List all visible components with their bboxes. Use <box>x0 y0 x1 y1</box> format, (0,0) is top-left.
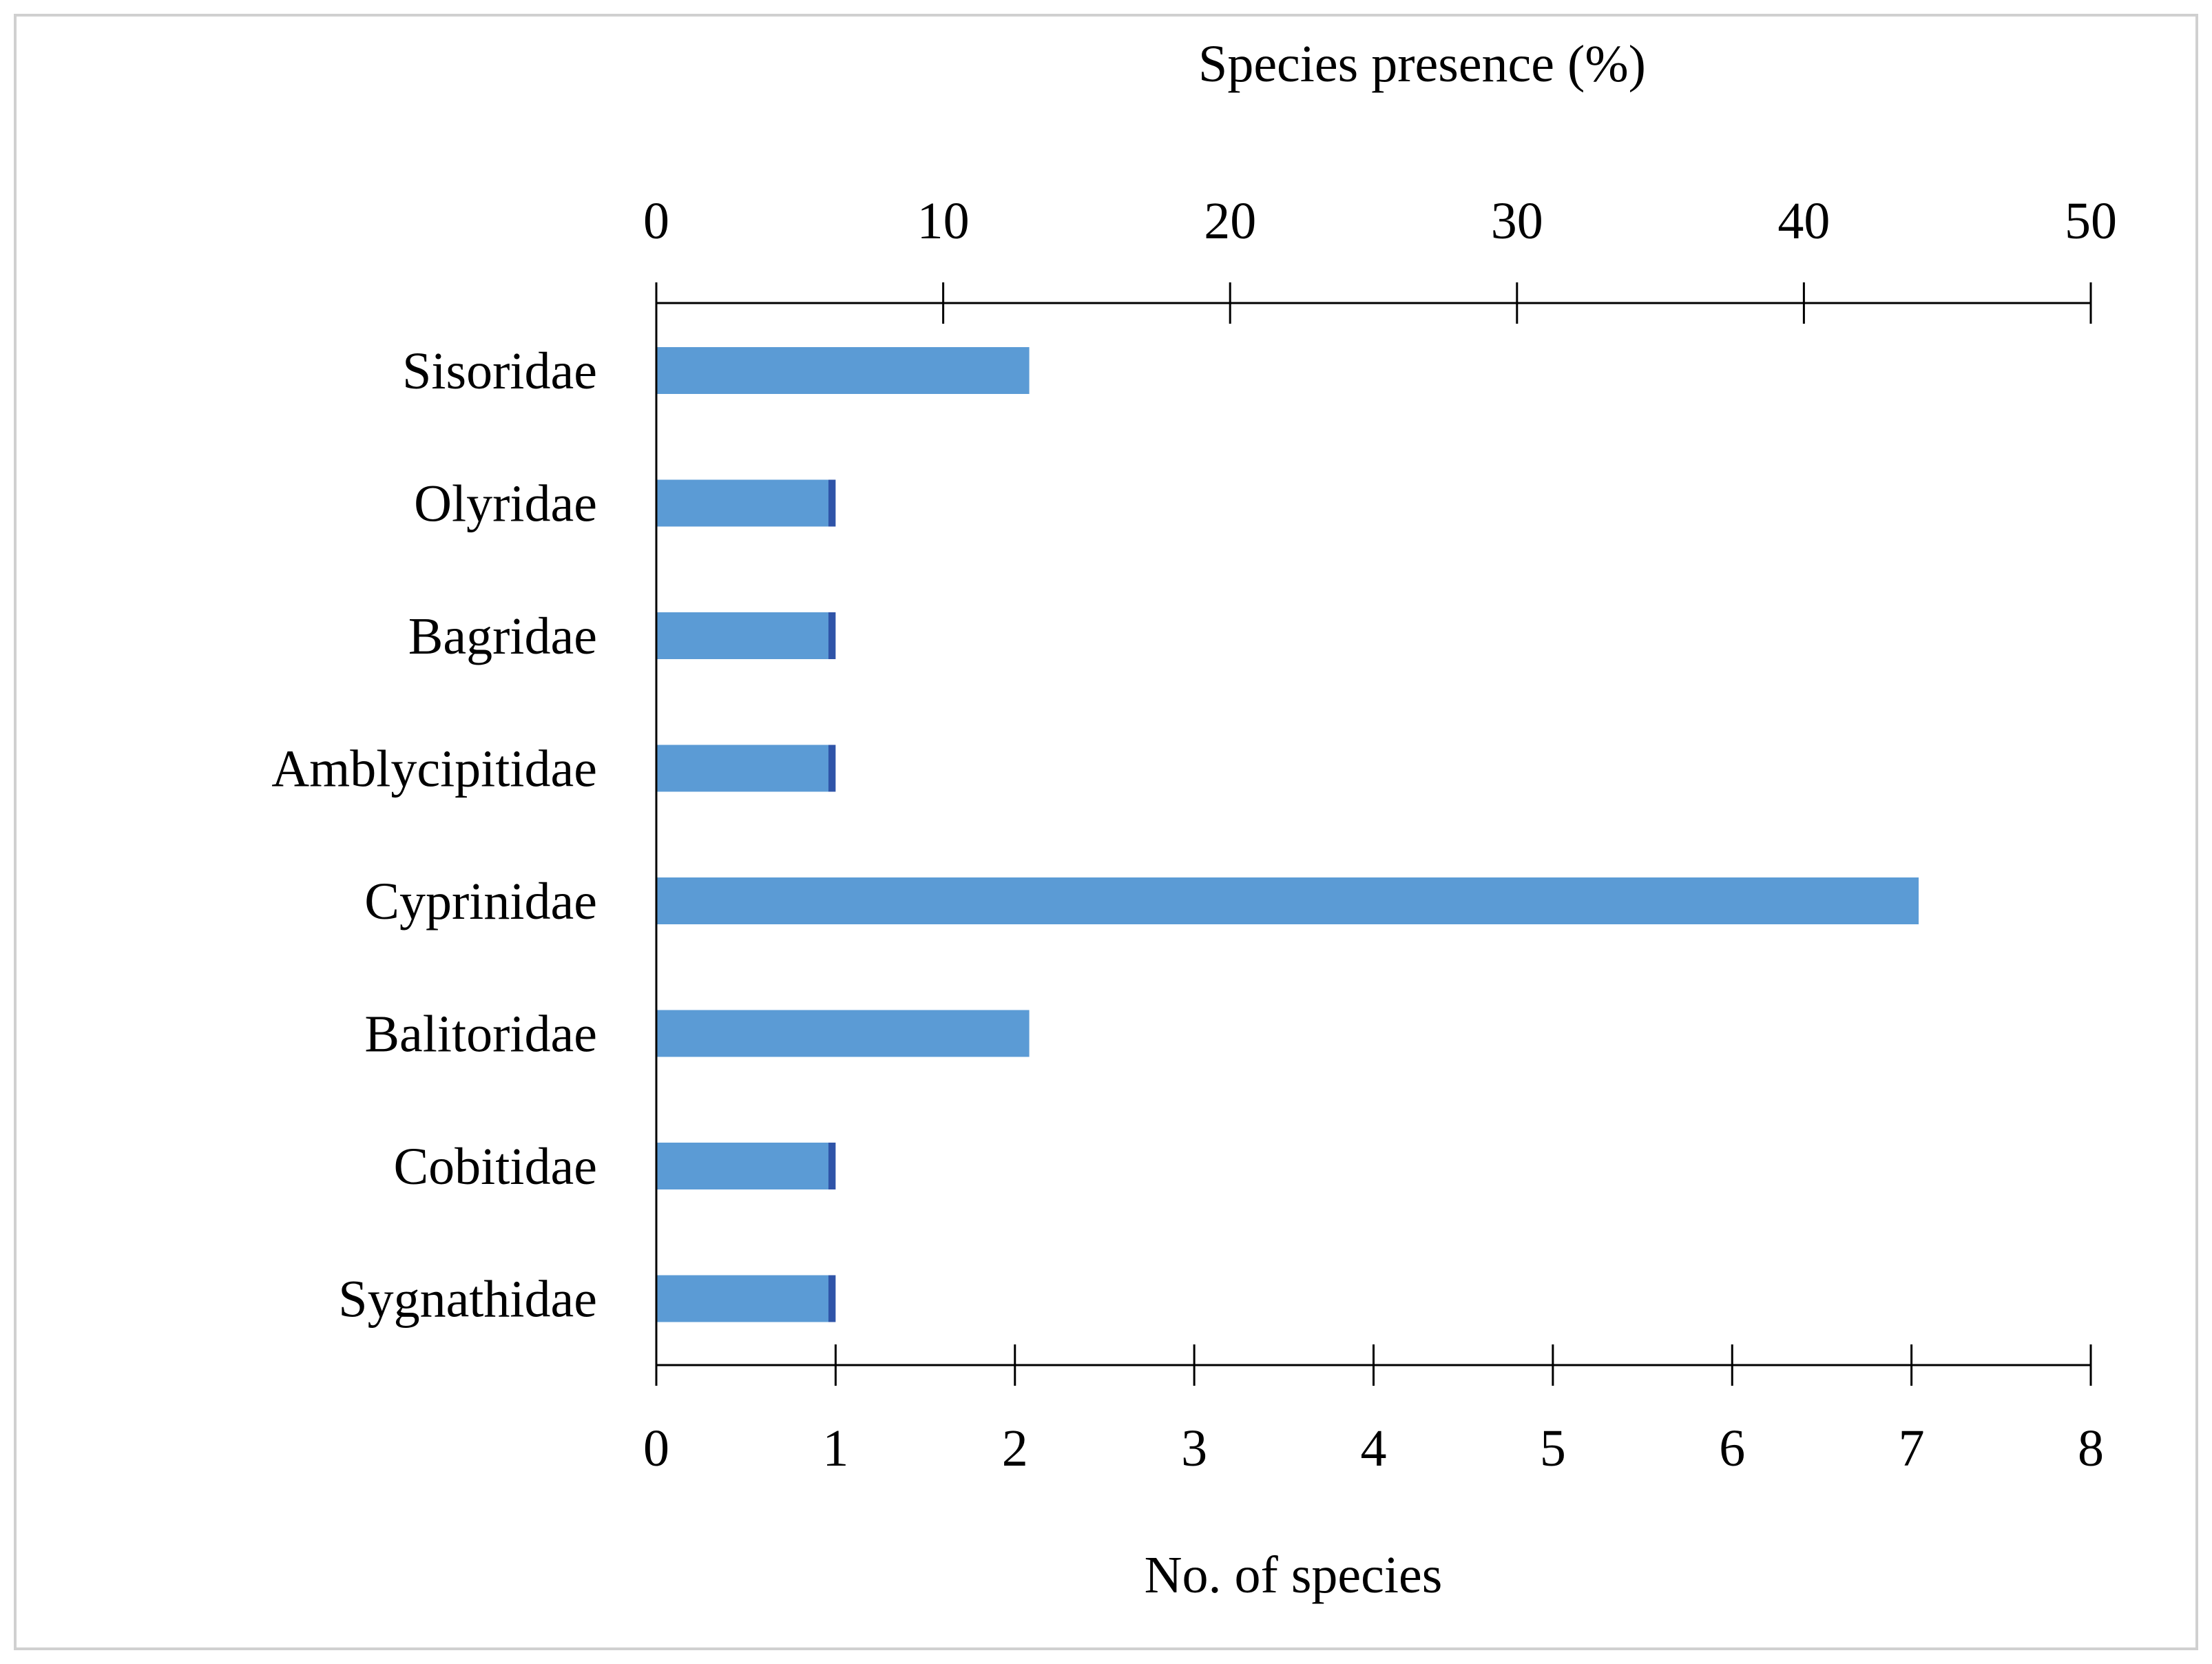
top-axis-tick-label-40: 40 <box>1777 192 1830 250</box>
bottom-axis-tick-label-1: 1 <box>822 1419 848 1477</box>
bottom-axis-tick-label-6: 6 <box>1719 1419 1745 1477</box>
category-label-cyprinidae: Cyprinidae <box>364 873 597 930</box>
category-label-balitoridae: Balitoridae <box>364 1006 597 1063</box>
bottom-axis-tick-label-8: 8 <box>2078 1419 2104 1477</box>
top-axis-tick-label-10: 10 <box>917 192 970 250</box>
chart-frame <box>14 14 2198 1650</box>
percent-bar-amblycipitidae <box>656 745 828 792</box>
category-label-olyridae: Olyridae <box>414 475 597 533</box>
top-axis-title: Species presence (%) <box>1198 35 1646 93</box>
percent-bar-cobitidae <box>656 1143 828 1189</box>
bottom-axis-tick-label-0: 0 <box>643 1419 669 1477</box>
percent-bar-sygnathidae <box>656 1275 828 1322</box>
percent-bar-sisoridae <box>656 347 1030 394</box>
category-label-cobitidae: Cobitidae <box>393 1138 597 1196</box>
bottom-axis-title: No. of species <box>1145 1546 1443 1604</box>
category-label-amblycipitidae: Amblycipitidae <box>271 740 597 798</box>
bottom-axis-tick-label-3: 3 <box>1181 1419 1207 1477</box>
category-label-sisoridae: Sisoridae <box>402 342 597 400</box>
bars-layer <box>656 347 1919 1322</box>
percent-bar-bagridae <box>656 612 828 659</box>
top-axis-tick-label-30: 30 <box>1491 192 1543 250</box>
axes-layer: Sisoridae Olyridae Bagridae Amblycipitidae C… <box>271 192 2117 1477</box>
percent-bar-olyridae <box>656 479 828 527</box>
percent-bar-cyprinidae <box>656 877 1919 924</box>
bottom-axis-tick-label-4: 4 <box>1361 1419 1387 1477</box>
top-axis-tick-label-0: 0 <box>643 192 669 250</box>
category-label-bagridae: Bagridae <box>408 607 597 665</box>
bottom-axis-tick-label-7: 7 <box>1899 1419 1925 1477</box>
top-axis-tick-label-20: 20 <box>1204 192 1256 250</box>
top-axis-tick-label-50: 50 <box>2065 192 2117 250</box>
category-label-sygnathidae: Sygnathidae <box>338 1271 597 1329</box>
bottom-axis-tick-label-2: 2 <box>1002 1419 1028 1477</box>
bottom-axis-tick-label-5: 5 <box>1540 1419 1566 1477</box>
percent-bar-balitoridae <box>656 1010 1030 1057</box>
